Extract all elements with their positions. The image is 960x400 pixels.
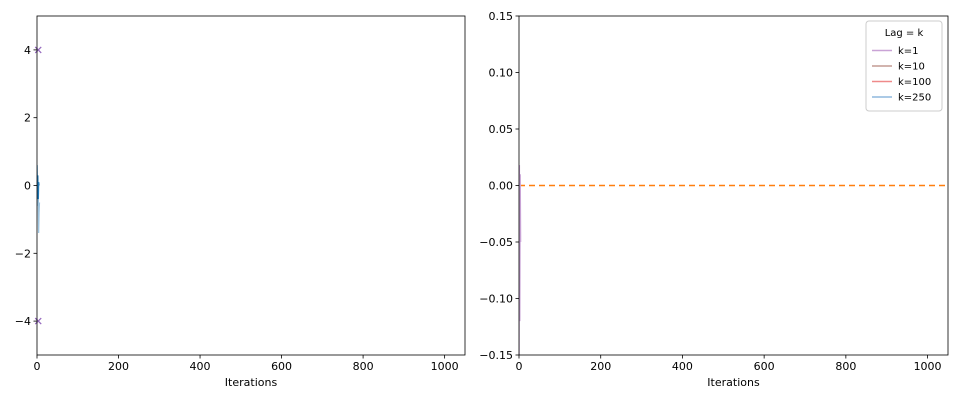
x-axis-label: Iterations [707,376,760,389]
x-tick-label: 800 [835,360,856,373]
legend-entry-0: k=1 [898,46,919,57]
x-tick-label: 200 [108,360,129,373]
legend: Lag = k k=1 k=10 k=100 k=250 [865,20,943,112]
x-marker-0 [34,46,42,54]
y-tick-label: 0.15 [489,10,514,23]
left-chart-panel: 0 200 400 600 800 1000 −4 −2 0 2 4 Iterations [15,15,466,389]
x-marker-stroke-b [34,317,42,325]
x-tick-label: 1000 [431,360,459,373]
legend-entry-2: k=100 [898,77,931,88]
y-tick-label: −0.05 [479,236,513,249]
y-tick-label: 4 [24,44,31,57]
right-chart-panel: 0 200 400 600 800 1000 −0.15 −0.10 −0.05 0.00 0.05… [479,10,949,389]
y-tick-label: 0 [24,180,31,193]
x-tick-label: 0 [34,360,41,373]
x-marker-1 [34,317,42,325]
y-tick-label: 0.10 [489,67,514,80]
x-tick-label: 600 [754,360,775,373]
y-tick-label: −0.10 [479,293,513,306]
x-axis-label: Iterations [225,376,278,389]
y-tick-label: −0.15 [479,349,513,362]
x-marker-stroke-b [34,46,42,54]
y-tick-label: 0.00 [489,180,514,193]
legend-entry-3: k=250 [898,93,931,104]
x-tick-label: 0 [516,360,523,373]
legend-box [865,20,943,112]
x-tick-label: 1000 [914,360,942,373]
x-tick-label: 200 [590,360,611,373]
legend-entry-1: k=10 [898,62,925,73]
x-tick-label: 600 [271,360,292,373]
y-tick-label: 2 [24,112,31,125]
x-tick-label: 800 [353,360,374,373]
y-tick-label: 0.05 [489,123,514,136]
series-line-1 [37,199,41,233]
x-tick-label: 400 [672,360,693,373]
y-tick-label: −2 [15,247,31,260]
x-tick-label: 400 [190,360,211,373]
legend-title: Lag = k [885,28,924,39]
y-tick-label: −4 [15,315,31,328]
